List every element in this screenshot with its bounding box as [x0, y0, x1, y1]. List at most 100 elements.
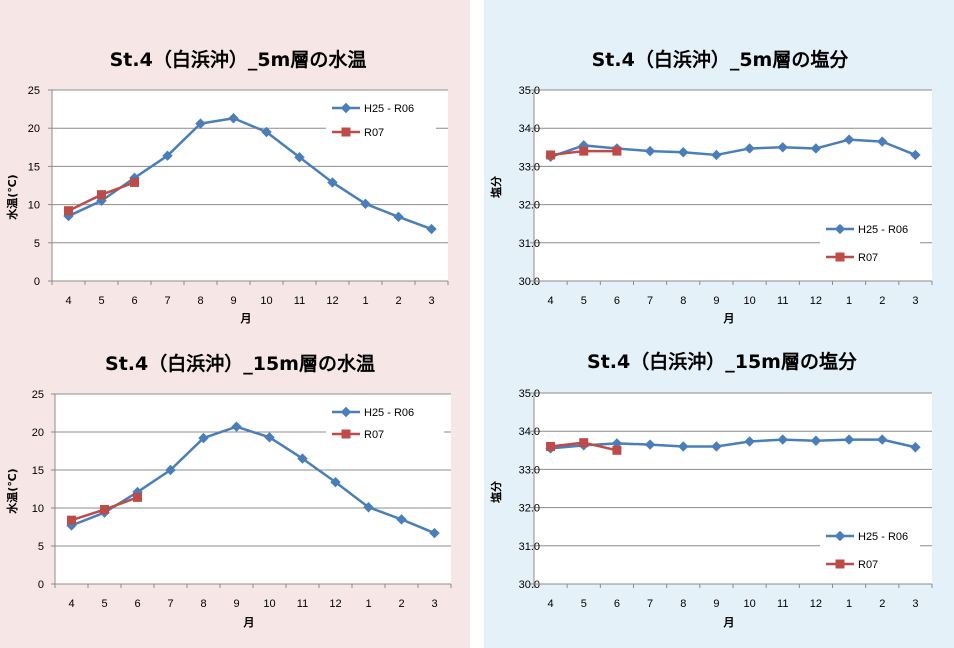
series-r07 — [546, 146, 622, 160]
data-point — [546, 441, 556, 451]
y-axis-label: 水温(℃) — [5, 174, 19, 219]
x-tick-label: 10 — [743, 598, 755, 610]
data-point — [231, 421, 242, 432]
data-point — [360, 198, 371, 210]
data-point — [877, 136, 888, 147]
x-tick-label: 7 — [167, 598, 173, 610]
data-point — [162, 150, 173, 161]
x-tick-label: 5 — [98, 295, 104, 307]
x-tick-label: 1 — [846, 598, 852, 610]
legend: H25 - R06 R07 — [820, 217, 920, 267]
data-point — [130, 177, 139, 187]
x-tick-label: 5 — [101, 598, 107, 610]
data-point — [644, 439, 656, 450]
x-tick-label: 6 — [614, 295, 620, 307]
x-tick-label: 2 — [879, 598, 885, 610]
data-point — [195, 118, 206, 129]
data-point — [810, 435, 822, 446]
data-point — [165, 464, 176, 476]
data-point — [228, 113, 239, 124]
x-axis-label: 月 — [243, 616, 255, 629]
data-point — [426, 223, 437, 235]
x-tick-label: 7 — [164, 295, 170, 307]
y-axis-label: 塩分 — [489, 176, 503, 198]
x-tick-label: 3 — [431, 598, 437, 610]
x-tick-label: 9 — [713, 598, 719, 610]
y-tick-label: 35.0 — [519, 388, 540, 400]
x-tick-label: 6 — [134, 598, 140, 610]
x-axis-label: 月 — [240, 312, 252, 325]
data-point — [97, 190, 106, 200]
y-tick-label: 33.0 — [519, 464, 540, 476]
data-point — [843, 134, 855, 145]
data-point — [612, 445, 622, 455]
x-tick-label: 10 — [260, 295, 272, 307]
data-point — [396, 514, 407, 525]
x-tick-label: 8 — [680, 598, 686, 610]
legend-marker — [834, 530, 846, 542]
data-point — [579, 146, 589, 156]
data-point — [678, 441, 689, 452]
x-axis-label: 月 — [723, 616, 735, 629]
y-tick-label: 31.0 — [519, 238, 540, 250]
data-point — [877, 434, 888, 445]
data-point — [678, 147, 689, 158]
y-tick-label: 0 — [38, 579, 44, 591]
legend-marker — [834, 223, 846, 235]
y-tick-label: 31.0 — [519, 541, 540, 553]
chart-title: St.4（白浜沖）_15m層の塩分 — [587, 350, 857, 373]
x-tick-label: 12 — [810, 295, 822, 307]
legend: H25 - R06 R07 — [820, 524, 920, 574]
x-tick-label: 6 — [614, 598, 620, 610]
x-tick-label: 12 — [326, 295, 338, 307]
legend-marker — [340, 102, 352, 114]
x-tick-label: 8 — [680, 295, 686, 307]
x-tick-label: 4 — [548, 598, 554, 610]
y-axis-label: 塩分 — [489, 481, 503, 503]
chart-title: St.4（白浜沖）_5m層の水温 — [110, 48, 367, 71]
chart-title: St.4（白浜沖）_15m層の水温 — [105, 352, 375, 375]
x-tick-label: 2 — [398, 598, 404, 610]
x-tick-label: 9 — [230, 295, 236, 307]
series-r07 — [64, 177, 139, 216]
x-tick-label: 11 — [294, 295, 305, 307]
data-point — [294, 152, 305, 163]
series-r07 — [546, 438, 622, 455]
y-tick-label: 34.0 — [519, 426, 540, 438]
y-tick-label: 35.0 — [519, 85, 540, 97]
y-tick-label: 10 — [32, 503, 44, 515]
data-point — [67, 515, 76, 525]
chart-5m-salinity: St.4（白浜沖）_5m層の塩分 30.0 31.0 32.0 33.0 34.0 35.0… — [489, 48, 933, 325]
x-tick-label: 5 — [581, 295, 587, 307]
data-point — [843, 434, 855, 445]
y-tick-label: 34.0 — [519, 123, 540, 135]
x-tick-label: 10 — [263, 598, 275, 610]
y-tick-label: 32.0 — [519, 200, 540, 212]
legend-marker — [341, 429, 351, 439]
y-tick-label: 30.0 — [519, 276, 540, 288]
x-tick-label: 1 — [365, 598, 371, 610]
y-tick-label: 20 — [32, 427, 44, 439]
y-tick-label: 15 — [32, 465, 44, 477]
legend-label: R07 — [364, 127, 384, 139]
y-tick-label: 30.0 — [519, 579, 540, 591]
data-point — [64, 206, 73, 216]
data-point — [744, 436, 755, 447]
data-point — [644, 145, 656, 157]
legend: H25 - R06 R07 — [326, 400, 444, 444]
x-tick-label: 11 — [777, 295, 788, 307]
data-point — [133, 492, 142, 502]
data-point — [546, 150, 556, 160]
legend-label: H25 - R06 — [364, 407, 414, 419]
legend-label: H25 - R06 — [364, 103, 414, 115]
x-tick-label: 9 — [713, 295, 719, 307]
y-tick-label: 15 — [28, 161, 40, 173]
x-tick-label: 2 — [879, 295, 885, 307]
y-tick-label: 20 — [28, 123, 40, 135]
x-tick-label: 5 — [581, 598, 587, 610]
y-tick-label: 32.0 — [519, 503, 540, 515]
data-point — [297, 453, 308, 464]
x-tick-label: 11 — [777, 598, 788, 610]
data-point — [198, 432, 209, 444]
legend-label: H25 - R06 — [858, 531, 908, 543]
